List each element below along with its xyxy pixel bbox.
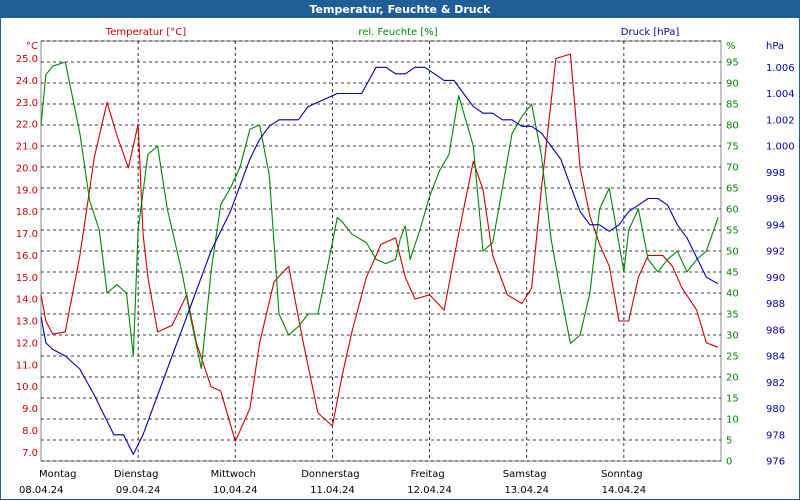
humidity-tick-label: 70 (726, 163, 739, 174)
pressure-tick-label: 992 (766, 247, 785, 258)
temperature-tick-label: 12.0 (16, 338, 38, 349)
pressure-tick-label: 996 (766, 194, 785, 205)
humidity-tick-label: 35 (726, 310, 739, 321)
day-label: Donnerstag (301, 469, 359, 480)
pressure-tick-label: 1.002 (766, 115, 795, 126)
day-label: Dienstag (114, 469, 159, 480)
temperature-tick-label: 20.0 (16, 163, 38, 174)
pressure-tick-label: 982 (766, 378, 785, 389)
humidity-tick-label: 55 (726, 226, 739, 237)
humidity-tick-label: 30 (726, 331, 739, 342)
pressure-tick-label: 976 (766, 457, 785, 468)
temperature-tick-label: 23.0 (16, 98, 38, 109)
temperature-tick-label: 22.0 (16, 120, 38, 131)
pressure-tick-label: 980 (766, 404, 785, 415)
day-label: Sonntag (601, 469, 643, 480)
temperature-tick-label: 13.0 (16, 317, 38, 328)
date-label: 14.04.24 (602, 485, 647, 496)
humidity-tick-label: 60 (726, 205, 739, 216)
pressure-tick-label: 994 (766, 220, 785, 231)
humidity-tick-label: 75 (726, 142, 739, 153)
pressure-series-line (40, 66, 719, 455)
humidity-tick-label: 10 (726, 415, 739, 426)
temperature-tick-label: 15.0 (16, 273, 38, 284)
temperature-tick-label: 9.0 (22, 404, 38, 415)
humidity-tick-label: 90 (726, 79, 739, 90)
chart-axes: 7.0 8.0 9.0 10.0 11.0 12.0 13.0 14.0 15.0 16.0 17.… (16, 27, 795, 496)
temperature-tick-label: 24.0 (16, 76, 38, 87)
date-label: 09.04.24 (116, 485, 161, 496)
chart-grid (40, 40, 722, 462)
humidity-tick-label: 50 (726, 247, 739, 258)
humidity-tick-label: 0 (726, 457, 732, 468)
humidity-series-line (40, 61, 719, 370)
humidity-tick-label: 5 (726, 436, 732, 447)
date-label: 08.04.24 (19, 485, 64, 496)
day-label: Freitag (410, 469, 444, 480)
pressure-tick-label: 1.004 (766, 89, 795, 100)
temperature-tick-label: 7.0 (22, 448, 38, 459)
temperature-tick-label: 10.0 (16, 382, 38, 393)
legend-humidity: rel. Feuchte [%] (358, 27, 437, 38)
legend-temperature: Temperatur [°C] (105, 27, 186, 38)
pressure-tick-label: 1.000 (766, 142, 795, 153)
pressure-tick-label: 998 (766, 168, 785, 179)
humidity-tick-label: 65 (726, 184, 739, 195)
temperature-tick-label: 21.0 (16, 142, 38, 153)
temperature-tick-label: 25.0 (16, 54, 38, 65)
day-label: Montag (39, 469, 76, 480)
date-label: 11.04.24 (310, 485, 355, 496)
temperature-tick-label: 14.0 (16, 295, 38, 306)
pressure-tick-label: 984 (766, 352, 785, 363)
temperature-tick-label: 18.0 (16, 207, 38, 218)
pressure-tick-label: 1.006 (766, 63, 795, 74)
pressure-tick-label: 988 (766, 299, 785, 310)
humidity-tick-label: 95 (726, 58, 739, 69)
humidity-tick-label: 45 (726, 268, 739, 279)
humidity-tick-label: 85 (726, 100, 739, 111)
date-label: 10.04.24 (213, 485, 258, 496)
temperature-series-line (40, 53, 719, 442)
humidity-tick-label: 25 (726, 352, 739, 363)
chart-series-layer (40, 53, 719, 455)
humidity-tick-label: 20 (726, 373, 739, 384)
temperature-tick-label: 19.0 (16, 185, 38, 196)
temperature-tick-label: 17.0 (16, 229, 38, 240)
date-label: 12.04.24 (407, 485, 452, 496)
legend-pressure: Druck [hPa] (621, 27, 680, 38)
humidity-tick-label: % (726, 41, 736, 52)
day-label: Mittwoch (211, 469, 256, 480)
temperature-unit-label: °C (26, 41, 38, 52)
temperature-tick-label: 16.0 (16, 251, 38, 262)
temperature-tick-label: 11.0 (16, 360, 38, 371)
pressure-unit-label: hPa (766, 41, 784, 52)
humidity-tick-label: 40 (726, 289, 739, 300)
temperature-tick-label: 8.0 (22, 426, 38, 437)
pressure-tick-label: 978 (766, 430, 785, 441)
humidity-tick-label: 15 (726, 394, 739, 405)
pressure-tick-label: 990 (766, 273, 785, 284)
day-label: Samstag (503, 469, 547, 480)
humidity-tick-label: 80 (726, 121, 739, 132)
pressure-tick-label: 986 (766, 325, 785, 336)
chart-title: Temperatur, Feuchte & Druck (1, 1, 799, 18)
date-label: 13.04.24 (504, 485, 549, 496)
